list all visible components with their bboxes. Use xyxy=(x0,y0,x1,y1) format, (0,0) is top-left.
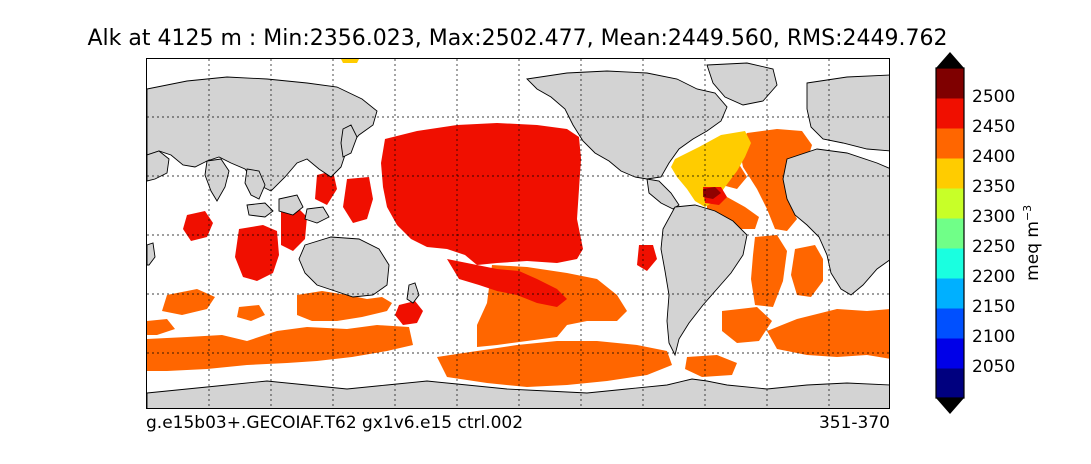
colorbar-tick-label: 2450 xyxy=(972,117,1016,137)
case-name-label: g.e15b03+.GECOIAF.T62 gx1v6.e15 ctrl.002 xyxy=(146,413,524,433)
colorbar-tick-label: 2250 xyxy=(972,237,1016,257)
colorbar-bin xyxy=(936,278,964,309)
map-grid xyxy=(147,59,889,408)
colorbar-unit-exponent: −3 xyxy=(1021,204,1035,222)
colorbar-under-arrow xyxy=(936,398,964,414)
colorbar-bin xyxy=(936,248,964,279)
colorbar-bin xyxy=(936,158,964,189)
colorbar-bin xyxy=(936,68,964,99)
colorbar-bin xyxy=(936,218,964,249)
colorbar-tick-label: 2200 xyxy=(972,267,1016,287)
colorbar-bin xyxy=(936,308,964,339)
alk-band-2350 xyxy=(341,59,751,207)
map-title: Alk at 4125 m : Min:2356.023, Max:2502.4… xyxy=(87,26,948,51)
colorbar xyxy=(935,52,965,414)
colorbar-bin xyxy=(936,128,964,159)
colorbar-bin xyxy=(936,98,964,129)
colorbar-tick-label: 2100 xyxy=(972,327,1016,347)
colorbar-tick-label: 2150 xyxy=(972,297,1016,317)
years-label: 351-370 xyxy=(818,413,890,433)
colorbar-bins xyxy=(936,68,964,399)
colorbar-over-arrow xyxy=(936,52,964,68)
alk-band-2500 xyxy=(703,187,721,199)
colorbar-tick-label: 2500 xyxy=(972,87,1016,107)
alk-band-2450 xyxy=(183,123,727,325)
colorbar-tick-label: 2350 xyxy=(972,177,1016,197)
colorbar-bin xyxy=(936,188,964,219)
colorbar-unit-label: meq m−3 xyxy=(1021,193,1043,293)
colorbar-outline xyxy=(935,67,965,399)
land xyxy=(147,62,889,408)
colorbar-bin xyxy=(936,368,964,399)
colorbar-unit-text: meq m xyxy=(1022,221,1043,281)
world-map xyxy=(147,59,889,408)
map-panel xyxy=(146,58,890,409)
colorbar-tick-label: 2300 xyxy=(972,207,1016,227)
colorbar-bin xyxy=(936,338,964,369)
colorbar-tick-label: 2050 xyxy=(972,357,1016,377)
colorbar-tick-label: 2400 xyxy=(972,147,1016,167)
